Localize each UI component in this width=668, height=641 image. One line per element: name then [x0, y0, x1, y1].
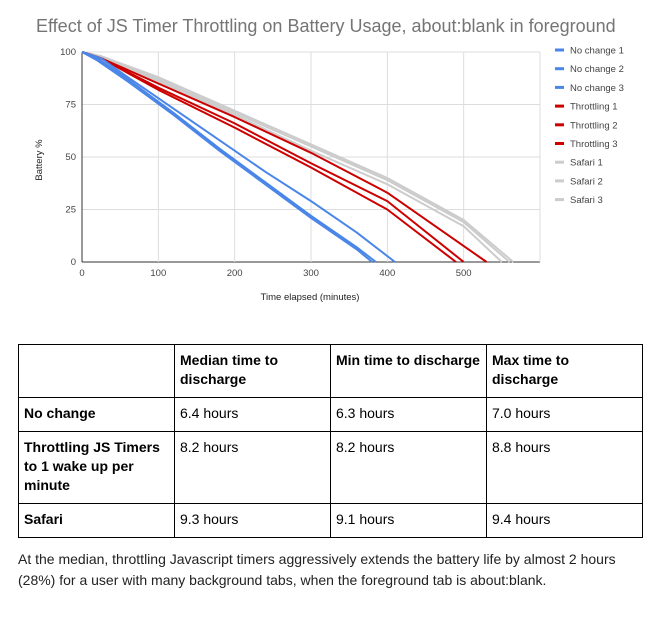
table-header-row: Median time to discharge Min time to dis… [18, 344, 643, 398]
x-tick-label: 400 [379, 268, 395, 279]
min-cell: 9.1 hours [330, 503, 487, 538]
table-header-cell: Max time to discharge [486, 344, 643, 398]
x-tick-label: 300 [303, 268, 319, 279]
legend-label: Safari 2 [570, 176, 603, 187]
x-axis-title: Time elapsed (minutes) [261, 292, 360, 303]
y-tick-label: 100 [60, 47, 76, 58]
table-row: No change 6.4 hours 6.3 hours 7.0 hours [18, 397, 643, 432]
legend-label: Throttling 2 [570, 120, 618, 131]
x-tick-label: 100 [150, 268, 166, 279]
chart-title: Effect of JS Timer Throttling on Battery… [36, 16, 616, 36]
legend-label: No change 3 [570, 83, 624, 94]
battery-chart-svg: Effect of JS Timer Throttling on Battery… [34, 16, 624, 303]
legend-label: Throttling 1 [570, 102, 618, 113]
table-row: Safari 9.3 hours 9.1 hours 9.4 hours [18, 503, 643, 538]
row-label: No change [18, 397, 175, 432]
series-line [81, 51, 377, 263]
summary-text: At the median, throttling Javascript tim… [18, 551, 616, 588]
max-cell: 7.0 hours [486, 397, 643, 432]
table-header-cell [18, 344, 175, 398]
y-axis-title: Battery % [34, 139, 45, 181]
legend-label: Throttling 3 [570, 139, 618, 150]
y-tick-label: 25 [65, 205, 76, 216]
y-tick-label: 50 [65, 152, 76, 163]
median-cell: 6.4 hours [174, 397, 331, 432]
legend-label: Safari 3 [570, 195, 603, 206]
median-cell: 8.2 hours [174, 431, 331, 504]
min-cell: 8.2 hours [330, 431, 487, 504]
y-tick-label: 0 [71, 257, 76, 268]
legend-label: No change 1 [570, 46, 624, 57]
x-tick-label: 500 [456, 268, 472, 279]
x-tick-label: 200 [227, 268, 243, 279]
series-line [81, 51, 373, 263]
y-tick-label: 75 [65, 100, 76, 111]
results-table: Median time to discharge Min time to dis… [18, 344, 643, 538]
row-label: Throttling JS Timers to 1 wake up per mi… [18, 431, 175, 504]
battery-chart: Effect of JS Timer Throttling on Battery… [0, 0, 668, 310]
series-line [81, 51, 396, 263]
series-line [81, 51, 514, 263]
max-cell: 8.8 hours [486, 431, 643, 504]
legend-label: No change 2 [570, 64, 624, 75]
row-label: Safari [18, 503, 175, 538]
x-tick-label: 0 [79, 268, 84, 279]
median-cell: 9.3 hours [174, 503, 331, 538]
max-cell: 9.4 hours [486, 503, 643, 538]
table-row: Throttling JS Timers to 1 wake up per mi… [18, 431, 643, 504]
min-cell: 6.3 hours [330, 397, 487, 432]
legend-label: Safari 1 [570, 158, 603, 169]
table-header-cell: Min time to discharge [330, 344, 487, 398]
table-header-cell: Median time to discharge [174, 344, 331, 398]
